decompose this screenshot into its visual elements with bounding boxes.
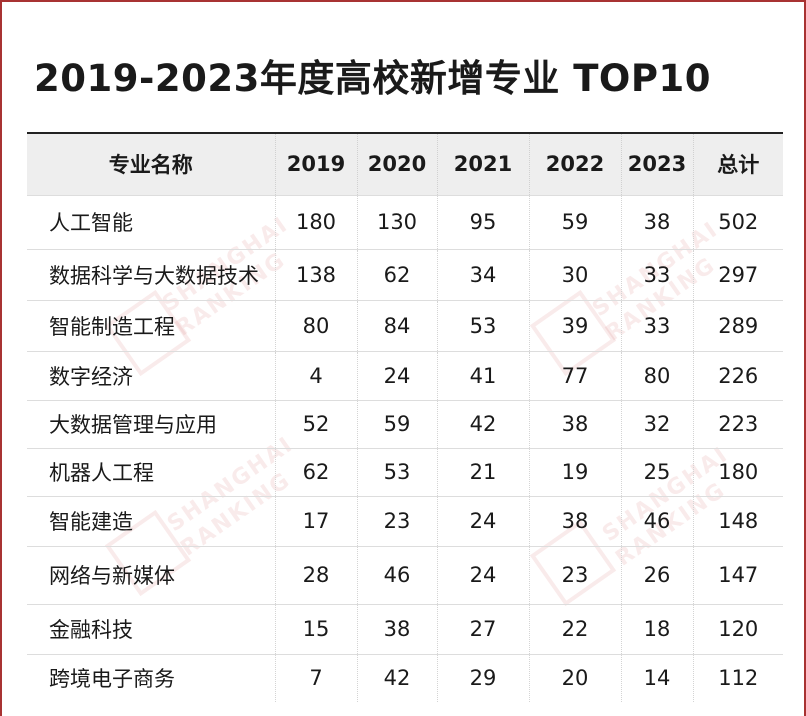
cell-2020: 53 [357,447,438,496]
cell-major-name: 智能制造工程 [27,299,276,351]
cell-2023: 14 [621,653,694,702]
cell-2021: 34 [437,248,530,300]
cell-total: 148 [693,495,783,546]
cell-2022: 38 [529,399,622,448]
cell-2023: 32 [621,399,694,448]
cell-2021: 41 [437,350,530,400]
table-row: 数据科学与大数据技术 138 62 34 30 33 297 [27,248,783,300]
cell-2021: 21 [437,447,530,496]
cell-2019: 15 [275,603,358,654]
cell-total: 289 [693,299,783,351]
cell-2023: 18 [621,603,694,654]
table-row: 大数据管理与应用 52 59 42 38 32 223 [27,399,783,448]
table-row: 金融科技 15 38 27 22 18 120 [27,603,783,654]
cell-2022: 23 [529,545,622,604]
cell-total: 180 [693,447,783,496]
cell-total: 223 [693,399,783,448]
cell-2022: 19 [529,447,622,496]
cell-2023: 80 [621,350,694,400]
table-row: 网络与新媒体 28 46 24 23 26 147 [27,545,783,604]
cell-total: 297 [693,248,783,300]
cell-2021: 24 [437,495,530,546]
cell-2022: 22 [529,603,622,654]
cell-major-name: 机器人工程 [27,447,276,496]
column-header-2019: 2019 [275,132,358,195]
cell-2022: 77 [529,350,622,400]
cell-2020: 130 [357,194,438,249]
cell-2020: 24 [357,350,438,400]
column-header-2020: 2020 [357,132,438,195]
cell-2022: 59 [529,194,622,249]
ranking-table: 专业名称 2019 2020 2021 2022 2023 总计 人工智能 180… [27,132,783,702]
cell-2021: 95 [437,194,530,249]
cell-total: 147 [693,545,783,604]
cell-2022: 20 [529,653,622,702]
cell-2022: 30 [529,248,622,300]
table-row: 人工智能 180 130 95 59 38 502 [27,194,783,249]
cell-2022: 39 [529,299,622,351]
cell-2023: 33 [621,248,694,300]
cell-2021: 29 [437,653,530,702]
table-row: 机器人工程 62 53 21 19 25 180 [27,447,783,496]
cell-major-name: 智能建造 [27,495,276,546]
column-header-major: 专业名称 [27,132,276,195]
table-body: 人工智能 180 130 95 59 38 502 数据科学与大数据技术 138 62 34 30 33… [27,194,783,702]
cell-2019: 138 [275,248,358,300]
cell-2021: 27 [437,603,530,654]
cell-2020: 84 [357,299,438,351]
cell-2019: 180 [275,194,358,249]
cell-major-name: 大数据管理与应用 [27,399,276,448]
cell-2019: 17 [275,495,358,546]
cell-2023: 26 [621,545,694,604]
cell-major-name: 人工智能 [27,194,276,249]
column-header-2023: 2023 [621,132,694,195]
ranking-table-container: 专业名称 2019 2020 2021 2022 2023 总计 人工智能 180… [27,132,783,702]
cell-2022: 38 [529,495,622,546]
cell-2019: 80 [275,299,358,351]
cell-2019: 4 [275,350,358,400]
cell-total: 502 [693,194,783,249]
table-header-row: 专业名称 2019 2020 2021 2022 2023 总计 [27,132,783,195]
cell-2023: 33 [621,299,694,351]
cell-2020: 59 [357,399,438,448]
column-header-2022: 2022 [529,132,622,195]
cell-2021: 42 [437,399,530,448]
cell-2020: 46 [357,545,438,604]
cell-major-name: 数据科学与大数据技术 [27,248,276,300]
cell-major-name: 数字经济 [27,350,276,400]
cell-major-name: 金融科技 [27,603,276,654]
cell-2020: 42 [357,653,438,702]
table-row: 跨境电子商务 7 42 29 20 14 112 [27,653,783,702]
cell-2021: 53 [437,299,530,351]
cell-2019: 62 [275,447,358,496]
cell-total: 112 [693,653,783,702]
cell-2023: 25 [621,447,694,496]
cell-2020: 23 [357,495,438,546]
cell-2023: 38 [621,194,694,249]
page-title: 2019-2023年度高校新增专业 TOP10 [34,57,711,100]
cell-2020: 38 [357,603,438,654]
cell-2019: 7 [275,653,358,702]
table-row: 数字经济 4 24 41 77 80 226 [27,350,783,400]
column-header-total: 总计 [693,132,783,195]
cell-2020: 62 [357,248,438,300]
cell-2019: 28 [275,545,358,604]
cell-2023: 46 [621,495,694,546]
cell-major-name: 跨境电子商务 [27,653,276,702]
cell-total: 226 [693,350,783,400]
column-header-2021: 2021 [437,132,530,195]
cell-major-name: 网络与新媒体 [27,545,276,604]
cell-2019: 52 [275,399,358,448]
cell-total: 120 [693,603,783,654]
table-row: 智能制造工程 80 84 53 39 33 289 [27,299,783,351]
cell-2021: 24 [437,545,530,604]
table-row: 智能建造 17 23 24 38 46 148 [27,495,783,546]
